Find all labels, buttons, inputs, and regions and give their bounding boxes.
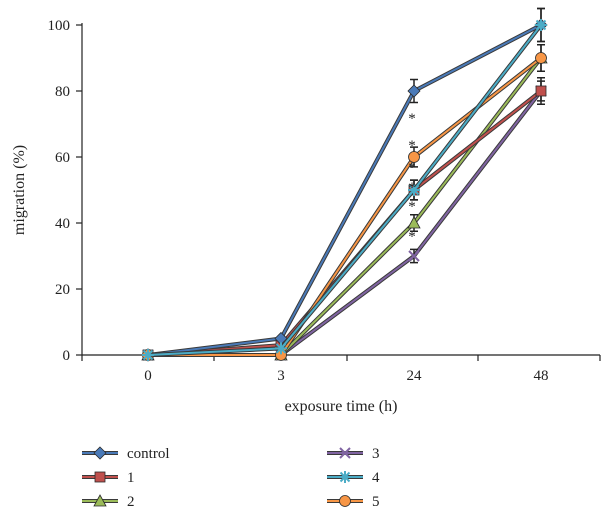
- legend-label: 1: [127, 470, 135, 486]
- legend-item: 4: [327, 470, 380, 486]
- y-tick-label: 60: [55, 150, 70, 166]
- legend-item: 2: [82, 494, 135, 510]
- legend-label: 2: [127, 494, 135, 510]
- series-4: [142, 7, 547, 361]
- legend-label: control: [127, 446, 170, 462]
- data-point: [408, 250, 420, 262]
- legend-marker: [93, 446, 107, 460]
- x-tick-label: 0: [144, 368, 152, 384]
- data-point: [142, 349, 154, 361]
- legend-label: 4: [372, 470, 380, 486]
- x-axis-title: exposure time (h): [285, 398, 398, 415]
- y-tick-label: 20: [55, 282, 70, 298]
- data-point: [535, 19, 547, 31]
- x-tick-label: 48: [534, 368, 549, 384]
- y-axis-title: migration (%): [11, 145, 28, 235]
- legend-item: 1: [82, 470, 135, 486]
- legend-marker: [93, 494, 107, 507]
- data-point: [275, 342, 287, 355]
- significance-star: *: [408, 160, 416, 176]
- data-point: [408, 151, 420, 163]
- legend-marker: [94, 471, 106, 483]
- significance-star: *: [408, 180, 416, 196]
- series-line: [147, 24, 542, 356]
- legend-item: 3: [327, 446, 380, 462]
- legend-marker: [339, 447, 351, 459]
- legend-marker: [339, 495, 351, 507]
- y-tick-label: 80: [55, 84, 70, 100]
- legend-item: 5: [327, 494, 380, 510]
- y-tick-label: 0: [63, 348, 71, 364]
- y-tick-label: 40: [55, 216, 70, 232]
- legend-item: control: [82, 446, 170, 462]
- data-point: [408, 184, 420, 196]
- legend-label: 5: [372, 494, 380, 510]
- data-point: [535, 52, 547, 64]
- significance-star: *: [408, 111, 416, 127]
- data-point: [407, 216, 421, 229]
- significance-star: *: [408, 229, 416, 245]
- significance-star: *: [408, 199, 416, 215]
- x-tick-label: 24: [407, 368, 423, 384]
- data-point: [407, 84, 421, 98]
- series-2: [141, 44, 548, 361]
- y-tick-label: 100: [48, 18, 71, 34]
- legend-marker: [339, 471, 351, 483]
- x-tick-label: 3: [277, 368, 285, 384]
- significance-star: *: [408, 138, 416, 154]
- series-5: [142, 44, 547, 361]
- data-point: [535, 85, 547, 97]
- legend-label: 3: [372, 446, 380, 462]
- series-line: [147, 24, 542, 356]
